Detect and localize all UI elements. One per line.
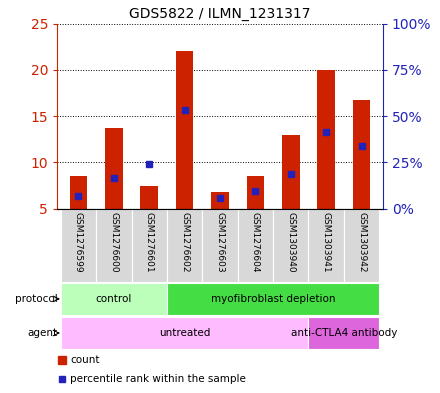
Text: GSM1303942: GSM1303942 [357,212,366,273]
Bar [202,209,238,282]
Text: GSM1276600: GSM1276600 [109,212,118,273]
Bar [353,99,370,209]
Bar [167,283,379,315]
Text: protocol: protocol [15,294,58,304]
Text: GSM1303940: GSM1303940 [286,212,295,273]
Bar [167,209,202,282]
Text: anti-CTLA4 antibody: anti-CTLA4 antibody [291,328,397,338]
Text: GSM1303941: GSM1303941 [322,212,331,273]
Bar [211,192,229,209]
Bar [246,176,264,209]
Text: GSM1276599: GSM1276599 [74,212,83,273]
Bar [273,209,308,282]
Bar [176,51,194,209]
Text: agent: agent [28,328,58,338]
Bar [344,209,379,282]
Bar [317,70,335,209]
Text: GSM1276604: GSM1276604 [251,212,260,273]
Bar [282,135,300,209]
Text: GSM1276603: GSM1276603 [216,212,224,273]
Text: GSM1276601: GSM1276601 [145,212,154,273]
Text: myofibroblast depletion: myofibroblast depletion [211,294,335,304]
Text: untreated: untreated [159,328,210,338]
Bar [61,317,308,349]
Text: GSM1276602: GSM1276602 [180,212,189,273]
Bar [132,209,167,282]
Bar [70,176,87,209]
Text: count: count [70,355,100,365]
Text: percentile rank within the sample: percentile rank within the sample [70,374,246,384]
Bar [308,317,379,349]
Title: GDS5822 / ILMN_1231317: GDS5822 / ILMN_1231317 [129,7,311,21]
Text: control: control [95,294,132,304]
Bar [105,128,123,209]
Bar [61,209,96,282]
Bar [238,209,273,282]
Bar [140,185,158,209]
Bar [61,283,167,315]
Bar [308,209,344,282]
Bar [96,209,132,282]
